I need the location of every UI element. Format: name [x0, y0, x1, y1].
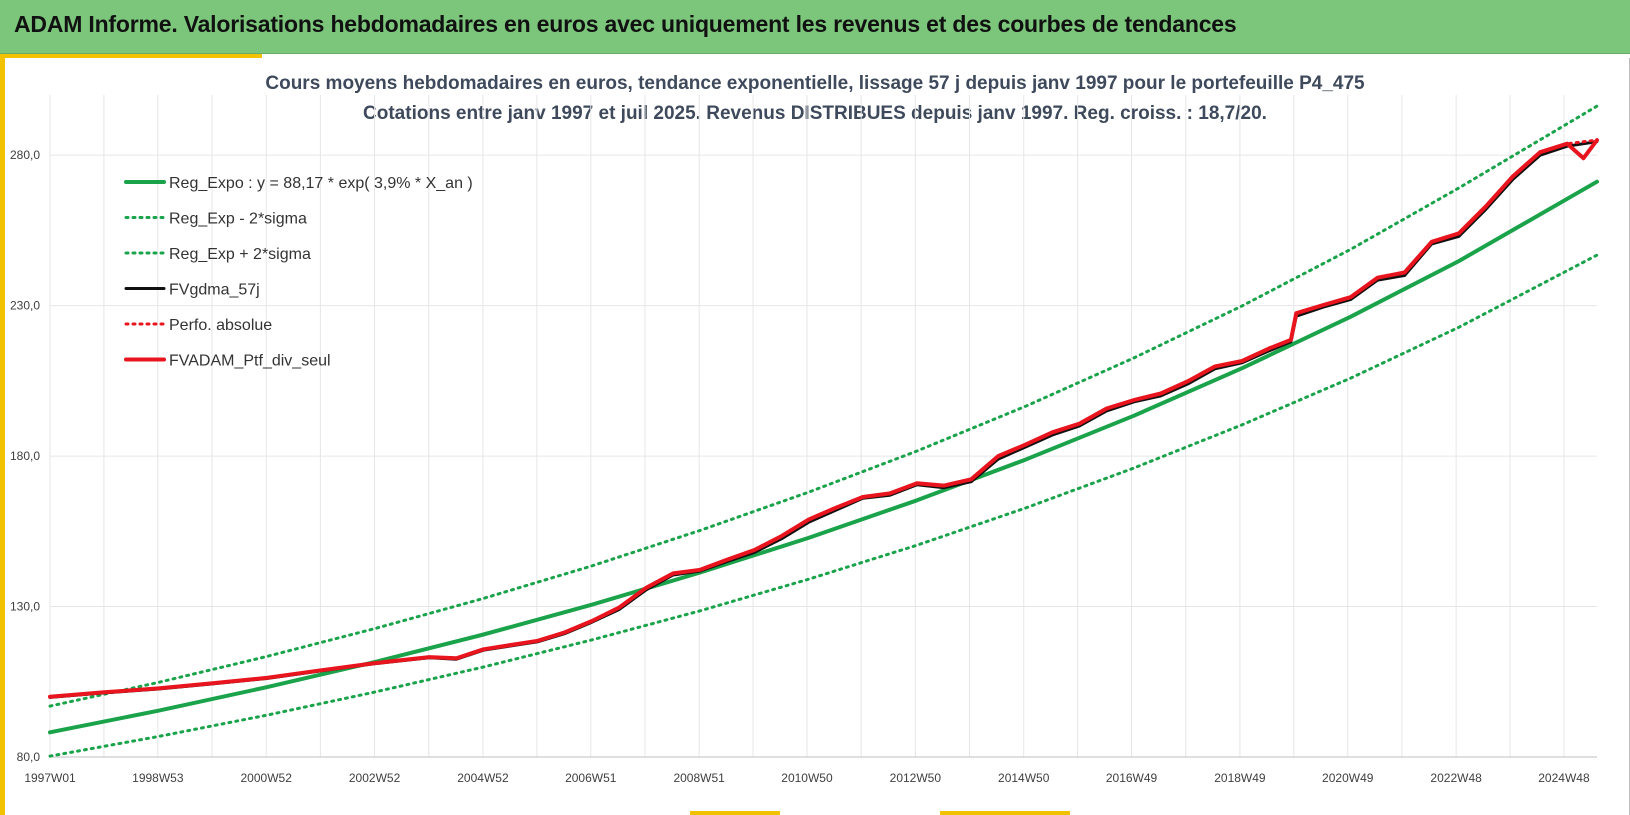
x-tick-label: 1997W01: [24, 771, 76, 785]
chart-subtitle: Cotations entre janv 1997 et juil 2025. …: [363, 103, 1267, 124]
x-tick-label: 2002W52: [349, 771, 401, 785]
x-tick-label: 2004W52: [457, 771, 509, 785]
y-tick-label: 80,0: [17, 750, 41, 764]
x-tick-label: 2024W48: [1538, 771, 1590, 785]
report-banner: ADAM Informe. Valorisations hebdomadaire…: [0, 0, 1630, 54]
y-tick-label: 230,0: [10, 299, 40, 313]
x-tick-label: 1998W53: [132, 771, 184, 785]
series-line: [48, 253, 1599, 758]
report-title: ADAM Informe. Valorisations hebdomadaire…: [14, 11, 1237, 37]
x-tick-label: 2012W50: [890, 771, 942, 785]
x-tick-label: 2008W51: [673, 771, 725, 785]
x-tick-label: 2016W49: [1106, 771, 1158, 785]
x-tick-label: 2020W49: [1322, 771, 1374, 785]
series-line: [48, 179, 1599, 735]
bottom-accent-right: [940, 811, 1070, 815]
legend-label: FVADAM_Ptf_div_seul: [169, 353, 331, 370]
legend-label: Reg_Expo : y = 88,17 * exp( 3,9% * X_an …: [169, 175, 473, 192]
x-tick-label: 2006W51: [565, 771, 617, 785]
y-tick-label: 180,0: [10, 449, 40, 463]
legend-label: Reg_Exp - 2*sigma: [169, 211, 307, 228]
bottom-accent-left: [690, 811, 780, 815]
chart-title: Cours moyens hebdomadaires en euros, ten…: [265, 73, 1365, 94]
y-tick-label: 280,0: [10, 148, 40, 162]
x-tick-label: 2010W50: [781, 771, 833, 785]
frame-top-gap: [262, 54, 1630, 58]
x-tick-label: 2000W52: [241, 771, 293, 785]
x-tick-label: 2022W48: [1430, 771, 1482, 785]
legend-label: FVgdma_57j: [169, 282, 260, 299]
legend-label: Reg_Exp + 2*sigma: [169, 246, 311, 263]
x-tick-label: 2018W49: [1214, 771, 1266, 785]
series-line: [48, 104, 1599, 708]
x-tick-label: 2014W50: [998, 771, 1050, 785]
series-line: [48, 138, 1599, 699]
y-tick-label: 130,0: [10, 600, 40, 614]
legend-label: Perfo. absolue: [169, 317, 272, 334]
